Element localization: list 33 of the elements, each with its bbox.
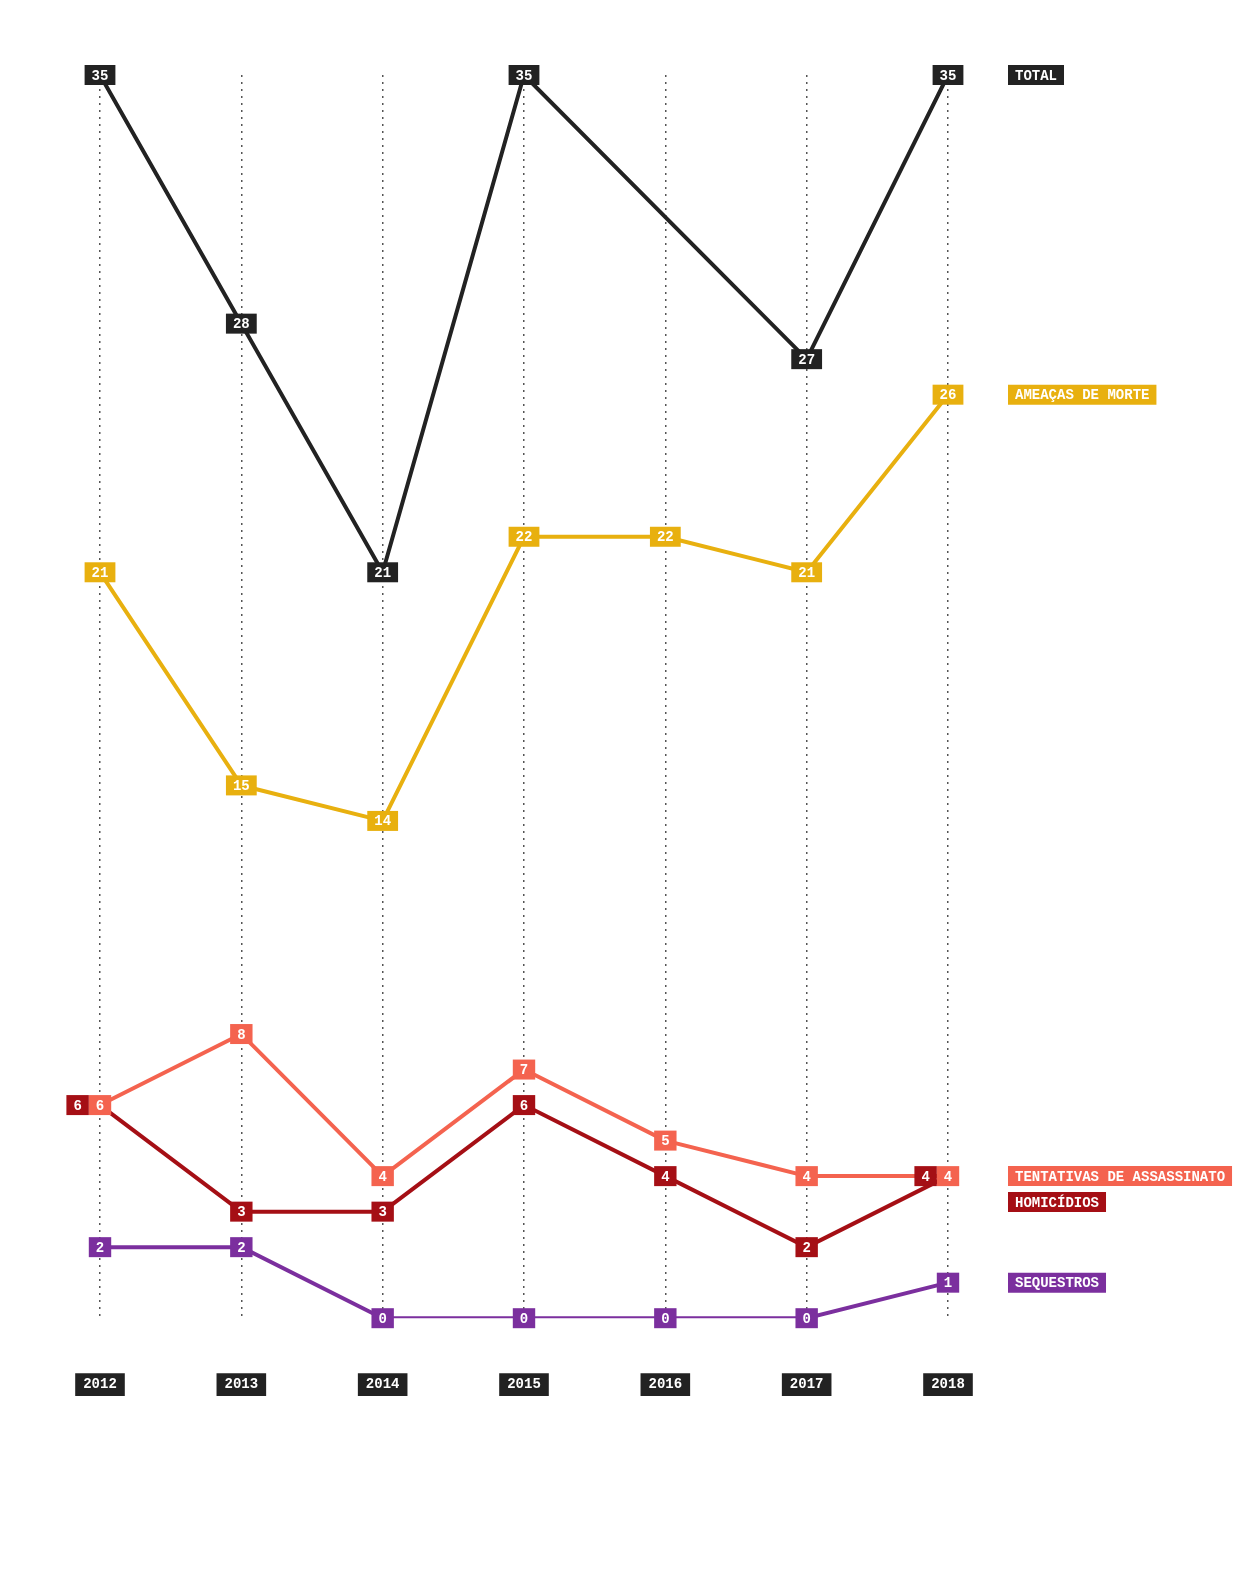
- text: TOTAL: [1015, 67, 1058, 84]
- data-label: 2: [802, 1239, 811, 1256]
- data-label: 6: [519, 1097, 529, 1114]
- data-label: 4: [661, 1168, 670, 1185]
- data-label: 0: [802, 1310, 811, 1327]
- data-label: 3: [378, 1204, 387, 1221]
- x-tick-label: 2014: [365, 1376, 400, 1393]
- x-tick-label: 2016: [648, 1376, 683, 1393]
- text: AMEAÇAS DE MORTE: [1015, 387, 1150, 404]
- data-label: 7: [519, 1062, 529, 1079]
- data-label: 2: [237, 1239, 246, 1256]
- data-label: 0: [378, 1310, 387, 1327]
- x-tick-label: 2015: [507, 1376, 541, 1393]
- data-label: 4: [378, 1168, 387, 1185]
- data-label: 6: [95, 1097, 105, 1114]
- x-tick-label: 2017: [789, 1376, 824, 1393]
- data-label: 8: [237, 1026, 246, 1043]
- data-label: 5: [661, 1133, 670, 1150]
- data-label: 3: [237, 1204, 246, 1221]
- x-tick-label: 2012: [83, 1376, 117, 1393]
- data-label: 4: [802, 1168, 811, 1185]
- data-label: 2: [95, 1239, 105, 1256]
- text: TENTATIVAS DE ASSASSINATO: [1014, 1168, 1226, 1185]
- data-label: 0: [661, 1310, 670, 1327]
- data-label: 1: [943, 1275, 953, 1292]
- text: SEQUESTROS: [1015, 1275, 1100, 1292]
- text: HOMICÍDIOS: [1015, 1193, 1100, 1211]
- data-label: 0: [519, 1310, 529, 1327]
- x-tick-label: 2018: [931, 1376, 965, 1393]
- data-label: 6: [73, 1097, 82, 1114]
- data-label: 4: [943, 1168, 953, 1185]
- x-tick-label: 2013: [224, 1376, 259, 1393]
- data-label: 4: [921, 1168, 930, 1185]
